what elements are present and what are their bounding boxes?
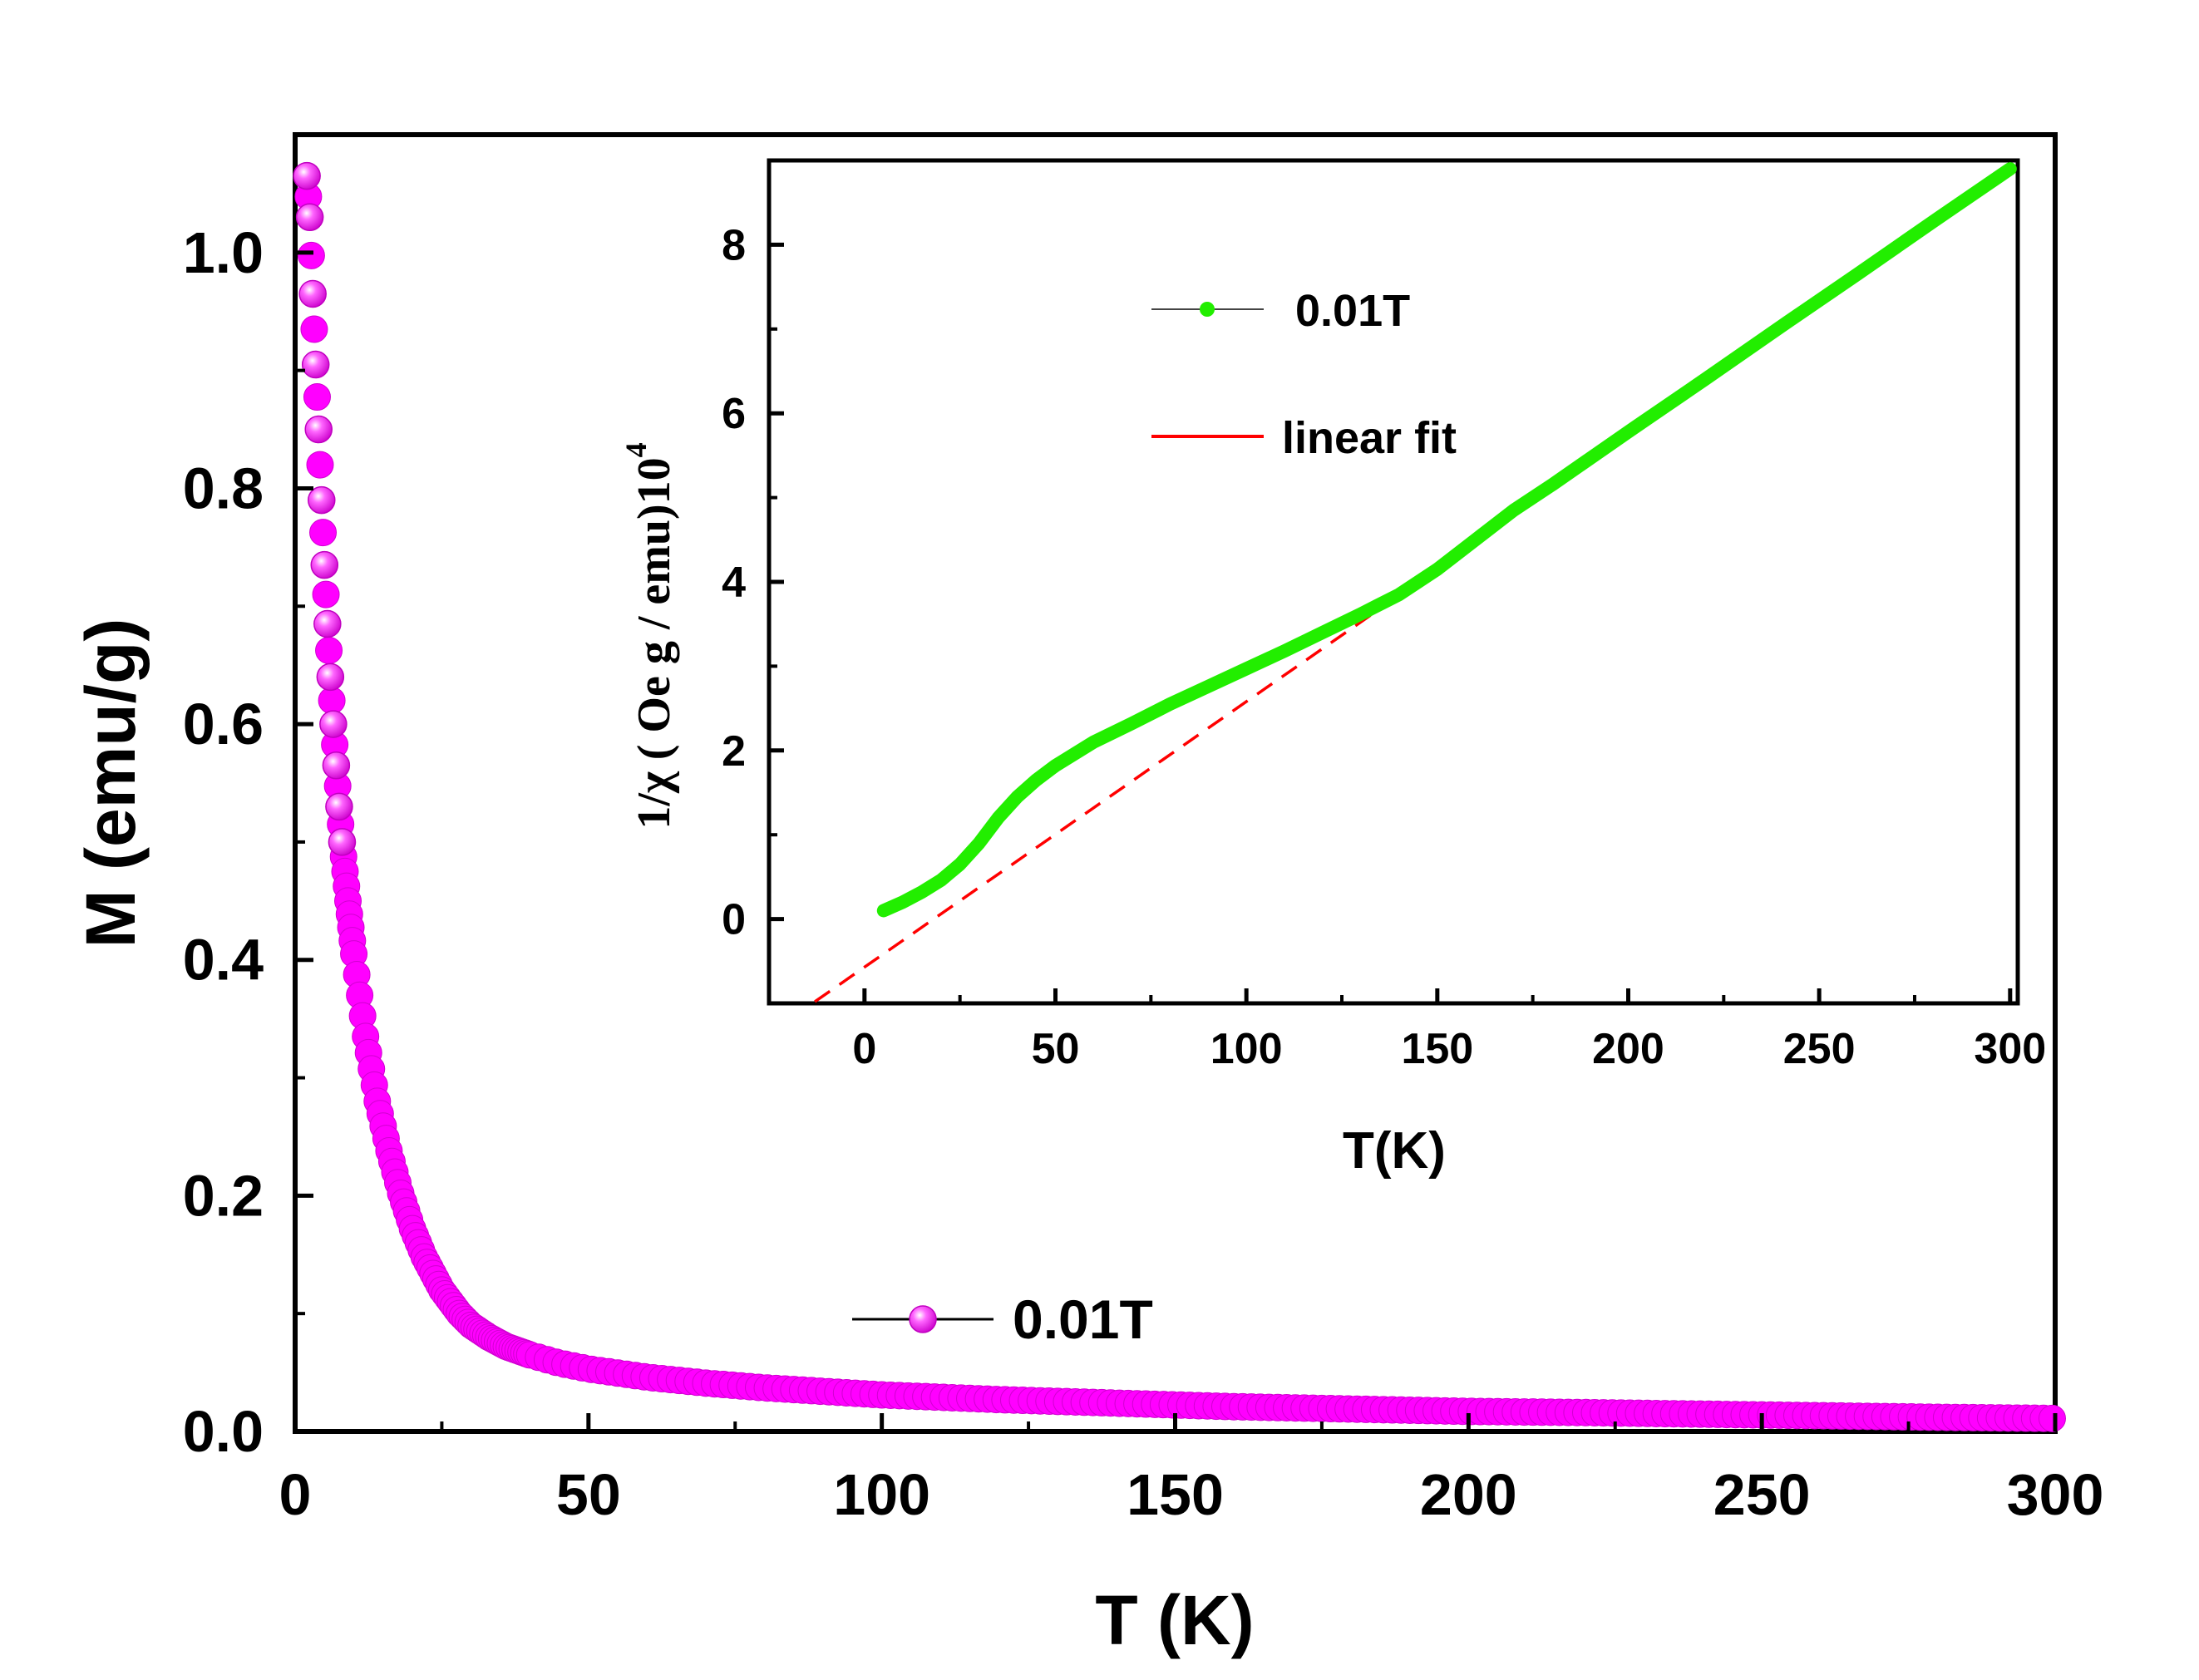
inset-x-tick-label: 300 [1974,1025,2046,1073]
inset-y-tick-label: 0 [722,896,746,944]
main-legend-label: 0.01T [1013,1288,1153,1350]
inset-x-axis: 0 50 100 150 200 250 300 [767,988,2046,1073]
main-y-axis: 0.0 0.2 0.4 0.6 0.8 1.0 [183,220,313,1464]
main-data-point [303,383,331,411]
inset-y-tick-label: 4 [722,559,746,607]
main-data-point [315,636,343,664]
main-data-marker [313,609,342,638]
main-x-tick-label: 100 [833,1462,930,1527]
main-data-point [306,451,334,479]
inset-y-tick-label: 2 [722,727,746,776]
main-data-marker [328,828,357,856]
main-x-axis-title: T (K) [1095,1581,1254,1659]
inset-legend-label-0.01T: 0.01T [1295,286,1410,336]
inset-legend-label-linear-fit: linear fit [1282,413,1457,463]
main-legend: 0.01T [852,1288,1153,1350]
main-x-axis: 0 50 100 150 200 250 300 [279,1413,2104,1527]
inset-y-axis-title-base: 1/χ ( Oe g / emu)10 [629,457,680,829]
inset-x-tick-label: 150 [1401,1025,1473,1073]
inset-y-axis-title: 1/χ ( Oe g / emu)104 [619,442,680,829]
main-data-marker [293,161,321,190]
main-legend-marker [909,1305,937,1333]
inset-chart: 0 50 100 150 200 250 300 0 2 4 6 8 T(K) 1/χ ( Oe g… [619,158,2046,1180]
inset-legend: 0.01T linear fit [1151,286,1457,463]
main-x-tick-label: 0 [279,1462,312,1527]
main-data-marker [304,415,333,444]
main-data-marker [325,792,353,821]
main-y-tick-label: 0.6 [183,692,264,756]
main-data-marker [295,203,324,232]
main-y-tick-label: 0.0 [183,1399,264,1464]
main-data-marker [322,751,351,780]
inset-x-tick-label: 50 [1032,1025,1080,1073]
main-data-marker [319,710,348,738]
main-data-marker [316,663,345,692]
main-data-marker [301,350,330,379]
main-data-point [2038,1404,2066,1432]
main-data-marker [308,485,336,515]
main-x-tick-label: 300 [2007,1462,2104,1527]
main-data-marker [310,550,339,579]
inset-x-tick-label: 100 [1210,1025,1283,1073]
main-chart: 0 50 100 150 200 250 300 0.00.20.40.60.81.0 T … [71,132,2104,1659]
inset-legend-marker-0.01T [1200,302,1215,317]
main-data-point [297,241,325,269]
main-x-tick-label: 150 [1127,1462,1224,1527]
main-data-point [312,580,340,608]
inset-x-axis-title: T(K) [1343,1122,1446,1180]
main-x-tick-label: 200 [1420,1462,1517,1527]
main-y-tick-label: 0.8 [183,456,264,520]
main-y-tick-label: 0.2 [183,1163,264,1228]
inset-x-tick-label: 250 [1783,1025,1856,1073]
main-x-tick-label: 250 [1713,1462,1811,1527]
inset-y-tick-label: 6 [722,390,746,438]
main-y-axis-title: M (emu/g) [71,618,150,948]
main-y-tick-label: 0.4 [183,928,264,993]
inset-x-tick-label: 0 [852,1025,876,1073]
inset-data-line-0.01T [876,162,2017,918]
inset-x-tick-label: 200 [1592,1025,1664,1073]
inset-y-axis: 0 2 4 6 8 [722,221,784,944]
inset-y-axis-title-exponent: 4 [619,442,653,457]
main-data-point [318,687,346,715]
main-data-point [300,315,328,343]
main-y-tick-label: 1.0 [183,220,264,285]
inset-y-tick-label: 8 [722,221,746,269]
main-x-tick-label: 50 [556,1462,621,1527]
main-series-0.01T [293,161,2066,1432]
inset-series [814,162,2017,1003]
main-data-point [309,519,338,547]
main-data-marker [298,279,327,308]
